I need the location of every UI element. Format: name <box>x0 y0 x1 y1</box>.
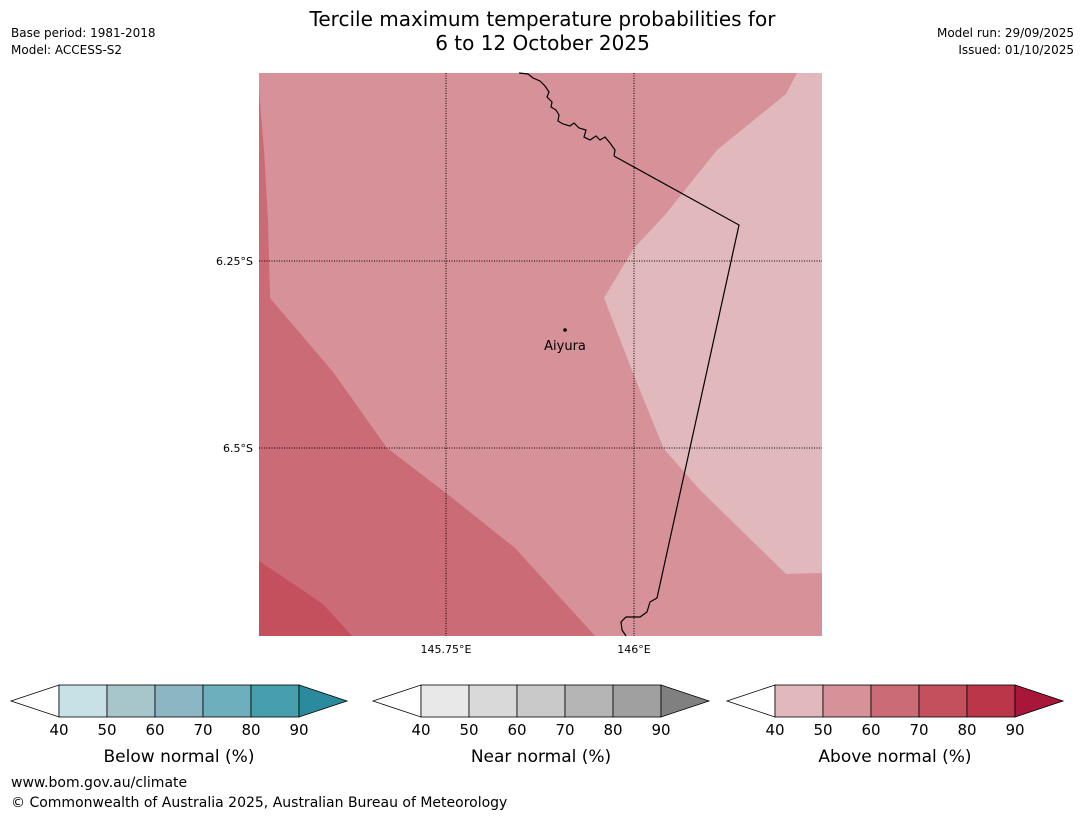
above-bin-40-50 <box>774 684 824 718</box>
near-tick-80: 80 <box>603 721 622 739</box>
map-panel: Aiyura 6.25°S 6.5°S 145.75°E 146°E <box>216 72 822 656</box>
near-tick-60: 60 <box>507 721 526 739</box>
below-tick-70: 70 <box>193 721 212 739</box>
coastline <box>518 72 616 157</box>
near-bin-40-50 <box>420 684 470 718</box>
coastline-border <box>518 72 740 637</box>
axis-labels: 6.25°S 6.5°S 145.75°E 146°E <box>216 255 651 656</box>
near-over-arrow <box>660 684 711 718</box>
below-over-arrow <box>298 684 349 718</box>
above-bin-60-70 <box>870 684 920 718</box>
below-tick-60: 60 <box>145 721 164 739</box>
lat-label-6-5: 6.5°S <box>223 442 253 455</box>
legend-above-normal: 40 50 60 70 80 90 Above normal (%) <box>725 684 1065 767</box>
above-bin-50-60 <box>822 684 872 718</box>
above-under-arrow <box>725 684 776 718</box>
below-tick-50: 50 <box>97 721 116 739</box>
above-tick-40: 40 <box>765 721 784 739</box>
near-bin-70-80 <box>564 684 614 718</box>
below-tick-90: 90 <box>289 721 308 739</box>
lon-label-146: 146°E <box>617 643 650 656</box>
near-legend-title: Near normal (%) <box>471 747 611 767</box>
aiyura-dot <box>563 328 567 332</box>
lon-label-145-75: 145.75°E <box>421 643 472 656</box>
model-name-text: Model: ACCESS-S2 <box>11 43 123 57</box>
near-bin-80-90 <box>612 684 662 718</box>
probability-field <box>259 73 822 636</box>
below-tick-80: 80 <box>241 721 260 739</box>
below-bin-80-90 <box>250 684 300 718</box>
zone-60-70 <box>259 90 595 636</box>
footer-url: www.bom.gov.au/climate <box>11 775 188 791</box>
colorbar-legends: 40 50 60 70 80 90 Below normal (%) 40 50… <box>9 684 1065 767</box>
below-under-arrow <box>9 684 60 718</box>
near-tick-50: 50 <box>459 721 478 739</box>
below-bin-60-70 <box>154 684 204 718</box>
above-over-arrow <box>1014 684 1065 718</box>
near-tick-70: 70 <box>555 721 574 739</box>
title-line-1: Tercile maximum temperature probabilitie… <box>309 7 776 31</box>
aiyura-marker: Aiyura <box>544 328 586 354</box>
above-tick-80: 80 <box>957 721 976 739</box>
near-tick-90: 90 <box>651 721 670 739</box>
above-tick-70: 70 <box>909 721 928 739</box>
model-run-text: Model run: 29/09/2025 <box>936 26 1074 40</box>
map-title: Tercile maximum temperature probabilitie… <box>0 7 1085 55</box>
near-bin-60-70 <box>516 684 566 718</box>
legend-near-normal: 40 50 60 70 80 90 Near normal (%) <box>371 684 711 767</box>
base-period-text: Base period: 1981-2018 <box>11 26 156 40</box>
zone-40-50 <box>604 73 822 574</box>
aiyura-label: Aiyura <box>544 339 586 354</box>
below-legend-title: Below normal (%) <box>104 747 255 767</box>
below-bin-70-80 <box>202 684 252 718</box>
footer-copyright: © Commonwealth of Australia 2025, Austra… <box>11 795 508 811</box>
zone-70-80 <box>259 561 352 636</box>
title-line-2: 6 to 12 October 2025 <box>435 31 650 55</box>
below-bin-40-50 <box>58 684 108 718</box>
run-info: Model run: 29/09/2025 Issued: 01/10/2025 <box>937 25 1074 59</box>
below-tick-40: 40 <box>49 721 68 739</box>
above-bin-80-90 <box>966 684 1016 718</box>
legend-below-normal: 40 50 60 70 80 90 Below normal (%) <box>9 684 349 767</box>
below-bin-50-60 <box>106 684 156 718</box>
above-legend-title: Above normal (%) <box>818 747 971 767</box>
province-border <box>613 155 740 637</box>
above-bin-70-80 <box>918 684 968 718</box>
near-bin-50-60 <box>468 684 518 718</box>
issued-text: Issued: 01/10/2025 <box>958 43 1074 57</box>
above-tick-90: 90 <box>1005 721 1024 739</box>
lat-label-6-25: 6.25°S <box>216 255 253 268</box>
near-under-arrow <box>371 684 422 718</box>
above-tick-50: 50 <box>813 721 832 739</box>
above-tick-60: 60 <box>861 721 880 739</box>
model-info: Base period: 1981-2018 Model: ACCESS-S2 <box>11 25 156 59</box>
near-tick-40: 40 <box>411 721 430 739</box>
